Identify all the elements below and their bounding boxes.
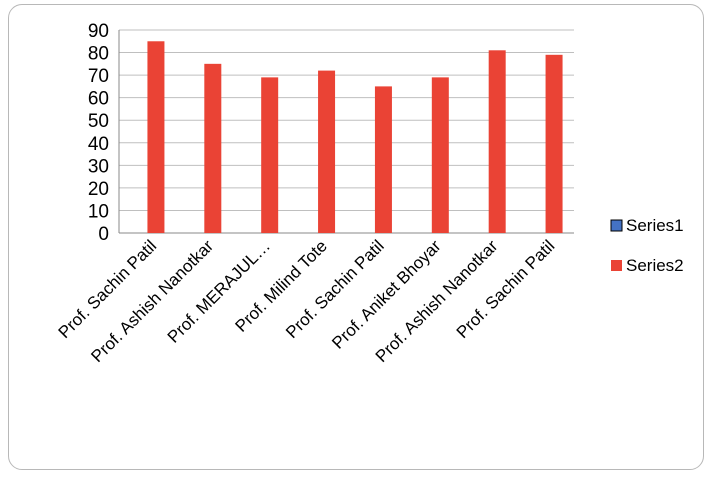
legend-item-series2: Series2 bbox=[611, 256, 684, 275]
x-tick-label: Prof. Sachin Patil bbox=[282, 236, 388, 342]
y-tick-label: 40 bbox=[88, 134, 109, 155]
legend-label: Series1 bbox=[626, 216, 684, 235]
legend-label: Series2 bbox=[626, 256, 684, 275]
legend-swatch bbox=[610, 219, 623, 232]
bar-series2 bbox=[374, 86, 392, 233]
bar-series2 bbox=[545, 54, 563, 233]
y-tick-label: 20 bbox=[88, 179, 109, 200]
legend: Series1 Series2 bbox=[610, 216, 684, 275]
bar-series2 bbox=[261, 77, 279, 233]
y-tick-label: 90 bbox=[88, 21, 109, 42]
y-tick-label: 60 bbox=[88, 89, 109, 110]
chart-frame bbox=[8, 4, 704, 470]
y-tick-label: 50 bbox=[88, 111, 109, 132]
x-tick-label: Prof. Sachin Patil bbox=[55, 236, 161, 342]
bar-series2 bbox=[204, 63, 222, 234]
bar-series2 bbox=[318, 70, 336, 233]
y-tick-label: 10 bbox=[88, 201, 109, 222]
legend-swatch bbox=[611, 260, 622, 271]
x-tick-label: Prof. MERAJUL… bbox=[164, 236, 274, 346]
bars bbox=[147, 41, 563, 234]
y-tick-label: 70 bbox=[88, 66, 109, 87]
gridlines bbox=[119, 29, 574, 211]
y-tick-label: 80 bbox=[88, 44, 109, 65]
axes bbox=[118, 30, 574, 234]
x-tick-label: Prof. Aniket Bhoyar bbox=[328, 236, 445, 353]
bar-series2 bbox=[147, 41, 165, 234]
y-tick-label: 0 bbox=[98, 224, 109, 245]
bar-series2 bbox=[431, 77, 449, 233]
y-tick-label: 30 bbox=[88, 156, 109, 177]
legend-item-series1: Series1 bbox=[610, 216, 684, 235]
bar-series2 bbox=[488, 50, 506, 233]
x-tick-label: Prof. Sachin Patil bbox=[453, 236, 559, 342]
